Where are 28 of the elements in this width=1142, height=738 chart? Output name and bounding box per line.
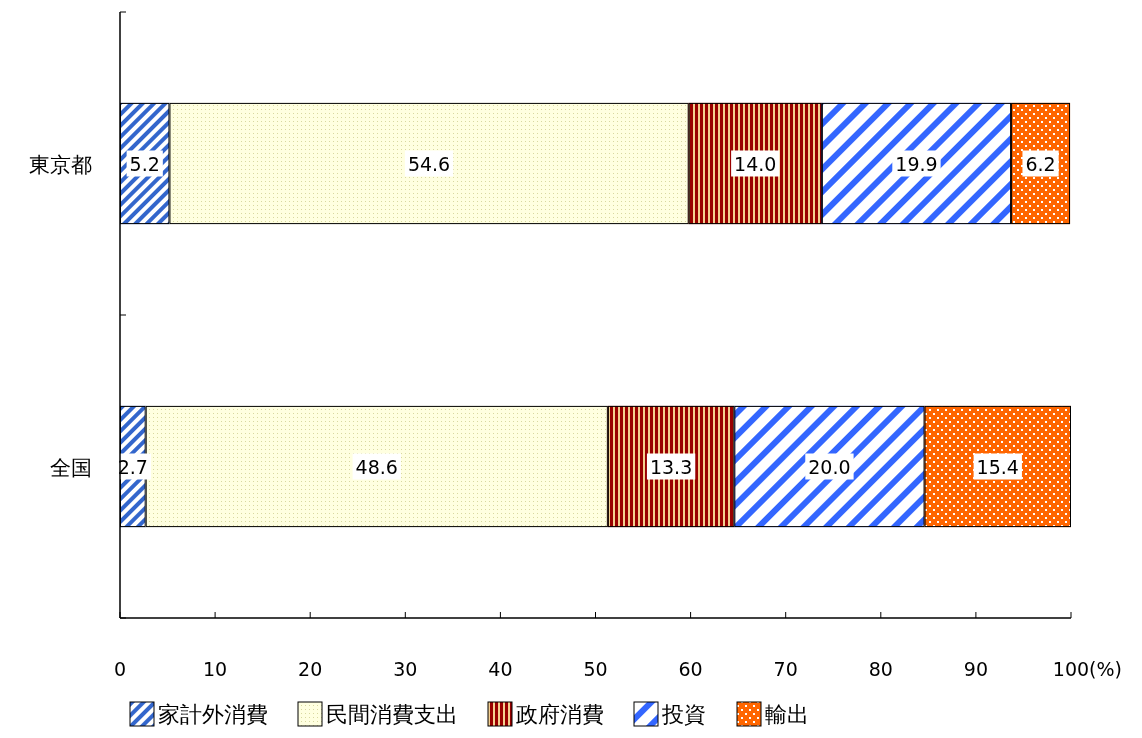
data-label: 19.9 [895,152,938,175]
x-tick-label: 60 [678,658,703,680]
legend-label: 政府消費 [516,702,604,727]
x-tick-label: 90 [963,658,988,680]
data-label: 54.6 [407,152,451,175]
x-tick-label: 20 [298,658,323,680]
data-label: 5.2 [129,152,160,175]
x-tick-label: 10 [203,658,228,680]
data-label: 48.6 [355,455,398,478]
legend-label: 輸出 [765,702,809,727]
data-label: 14.0 [734,152,777,175]
x-tick-label: 30 [393,658,418,680]
y-tick-label: 東京都 [29,152,92,177]
data-label: 20.0 [808,455,851,478]
x-tick-label: 0 [113,658,127,680]
y-tick-label: 全国 [50,455,92,480]
x-tick-label: 40 [488,658,513,680]
data-label: 13.3 [649,455,693,478]
x-tick-label: 70 [773,658,798,680]
x-axis-title: (%) [1089,658,1122,680]
data-label: 6.2 [1025,152,1056,175]
x-tick-label: 80 [868,658,893,680]
data-label: 15.4 [976,455,1019,478]
legend-label: 家計外消費 [158,702,268,727]
legend-label: 投資 [661,702,706,727]
x-tick-label: 100 [1052,658,1090,680]
x-tick-label: 50 [583,658,608,680]
legend-label: 民間消費支出 [326,702,458,727]
